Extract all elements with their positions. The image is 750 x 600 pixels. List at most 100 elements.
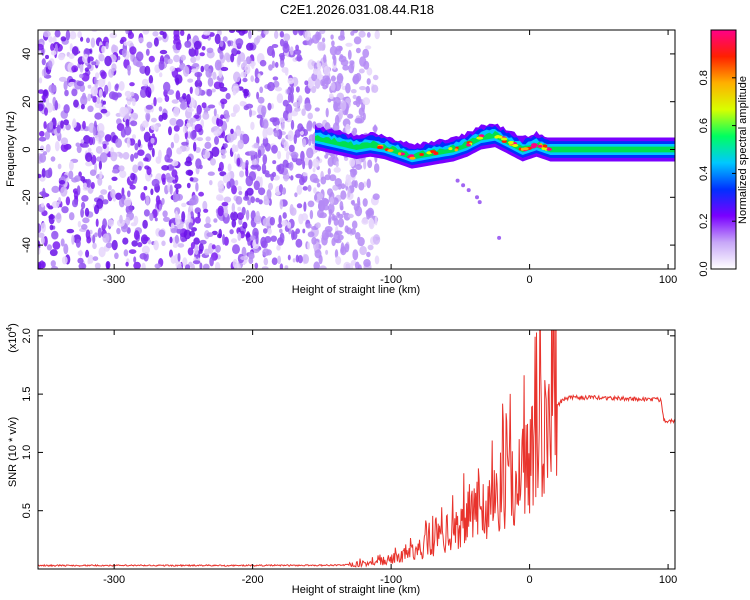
- heatmap-noise-blob: [234, 179, 239, 186]
- heatmap-peak-spot: [454, 148, 458, 152]
- heatmap-noise-blob: [305, 223, 312, 229]
- heatmap-noise-blob: [187, 169, 193, 176]
- heatmap-noise-blob: [303, 201, 307, 212]
- heatmap-noise-blob: [84, 207, 90, 217]
- heatmap-noise-blob: [268, 182, 273, 191]
- heatmap-noise-blob: [291, 229, 295, 241]
- heatmap-noise-blob: [255, 210, 260, 222]
- heatmap-noise-blob: [94, 204, 100, 215]
- heatmap-noise-blob: [108, 68, 114, 78]
- heatmap-noise-blob: [232, 244, 240, 255]
- heatmap-noise-blob: [281, 220, 288, 227]
- heatmap-noise-blob: [161, 197, 165, 205]
- heatmap-noise-blob: [220, 98, 228, 105]
- heatmap-noise-blob: [267, 81, 275, 92]
- heatmap-noise-blob: [258, 187, 266, 196]
- heatmap-noise-blob: [242, 77, 248, 83]
- heatmap-noise-blob: [243, 92, 249, 97]
- heatmap-noise-blob: [137, 139, 141, 148]
- heatmap-noise-blob: [181, 100, 186, 109]
- heatmap-noise-blob: [98, 160, 102, 170]
- heatmap-noise-blob: [187, 78, 194, 83]
- heatmap-noise-blob: [231, 48, 238, 55]
- heatmap-noise-blob: [313, 261, 320, 269]
- heatmap-noise-blob: [122, 237, 129, 245]
- heatmap-noise-blob: [38, 247, 41, 255]
- heatmap-peak-spot: [476, 136, 484, 140]
- heatmap-noise-blob: [282, 110, 290, 121]
- heatmap-noise-blob: [317, 41, 323, 51]
- heatmap-noise-blob: [82, 120, 86, 130]
- heatmap-noise-blob: [100, 108, 108, 114]
- heatmap-noise-blob: [43, 121, 47, 130]
- heatmap-noise-blob: [372, 193, 380, 200]
- snr-panel: -300 -200 -100 0 100 0.5 1.0 1.5 2.0 Height of …: [5, 323, 677, 596]
- heatmap-noise-blob: [211, 230, 218, 236]
- heatmap-noise-blob: [374, 30, 380, 40]
- heatmap-noise-blob: [227, 40, 232, 47]
- heatmap-noise-blob: [274, 86, 283, 92]
- heatmap-noise-blob: [63, 243, 69, 255]
- heatmap-noise-blob: [271, 44, 279, 48]
- heatmap-noise-blob: [192, 260, 201, 265]
- heatmap-noise-blob: [124, 197, 132, 207]
- heatmap-noise-blob: [38, 43, 44, 51]
- snr-y-tick-label: 0.5: [21, 503, 33, 518]
- heatmap-noise-blob: [372, 74, 379, 81]
- colorbar-label: Normalized spectral amplitude: [737, 76, 749, 224]
- heatmap-noise-blob: [223, 143, 228, 149]
- heatmap-noise-blob: [127, 190, 131, 198]
- heatmap-noise-blob: [92, 95, 98, 103]
- heatmap-noise-blob: [181, 202, 187, 208]
- heatmap-noise-blob: [87, 147, 92, 153]
- heatmap-noise-blob: [347, 213, 354, 219]
- heatmap-noise-blob: [352, 249, 359, 261]
- heatmap-noise-blob: [182, 125, 188, 134]
- heatmap-noise-blob: [90, 37, 96, 48]
- heatmap-noise-blob: [215, 261, 221, 269]
- heatmap-noise-blob: [323, 54, 327, 63]
- heatmap-noise-blob: [125, 261, 129, 267]
- snr-x-label: Height of straight line (km): [292, 584, 420, 596]
- heatmap-noise-blob: [132, 164, 139, 173]
- heatmap-noise-blob: [302, 160, 306, 170]
- spectrogram-x-tick-label: -300: [103, 274, 125, 286]
- heatmap-noise-blob: [318, 202, 322, 210]
- heatmap-noise-blob: [198, 249, 203, 254]
- heatmap-noise-blob: [60, 120, 64, 129]
- heatmap-noise-blob: [241, 206, 246, 216]
- heatmap-noise-blob: [164, 154, 170, 163]
- heatmap-noise-blob: [129, 184, 136, 190]
- heatmap-noise-blob: [169, 236, 173, 244]
- heatmap-noise-blob: [300, 150, 305, 162]
- heatmap-noise-blob: [328, 214, 332, 223]
- spectrogram-y-tick-label: 40: [21, 48, 33, 60]
- heatmap-noise-blob: [63, 104, 70, 114]
- heatmap-noise-blob: [336, 211, 341, 217]
- heatmap-noise-blob: [97, 78, 106, 88]
- heatmap-noise-blob: [300, 30, 304, 36]
- heatmap-noise-blob: [161, 112, 168, 121]
- heatmap-noise-blob: [290, 110, 299, 117]
- heatmap-noise-blob: [77, 31, 82, 39]
- heatmap-noise-blob: [121, 48, 127, 58]
- heatmap-noise-blob: [41, 202, 45, 208]
- heatmap-tail-spot: [497, 235, 502, 240]
- heatmap-noise-blob: [110, 151, 118, 162]
- spectrogram-x-ticks: -300 -200 -100 0 100: [103, 30, 677, 286]
- heatmap-noise-blob: [42, 98, 46, 103]
- heatmap-noise-blob: [186, 182, 191, 189]
- heatmap-noise-blob: [359, 245, 367, 256]
- heatmap-noise-blob: [259, 59, 267, 67]
- heatmap-noise-blob: [363, 159, 367, 170]
- heatmap-noise-blob: [250, 121, 255, 131]
- heatmap-noise-blob: [290, 151, 299, 159]
- heatmap-noise-blob: [96, 123, 105, 134]
- heatmap-noise-blob: [105, 242, 113, 249]
- heatmap-noise-blob: [140, 192, 146, 201]
- heatmap-noise-blob: [249, 108, 252, 118]
- heatmap-noise-blob: [61, 256, 68, 265]
- heatmap-noise-blob: [230, 211, 239, 221]
- heatmap-noise-blob: [218, 184, 225, 194]
- heatmap-noise-blob: [244, 64, 251, 75]
